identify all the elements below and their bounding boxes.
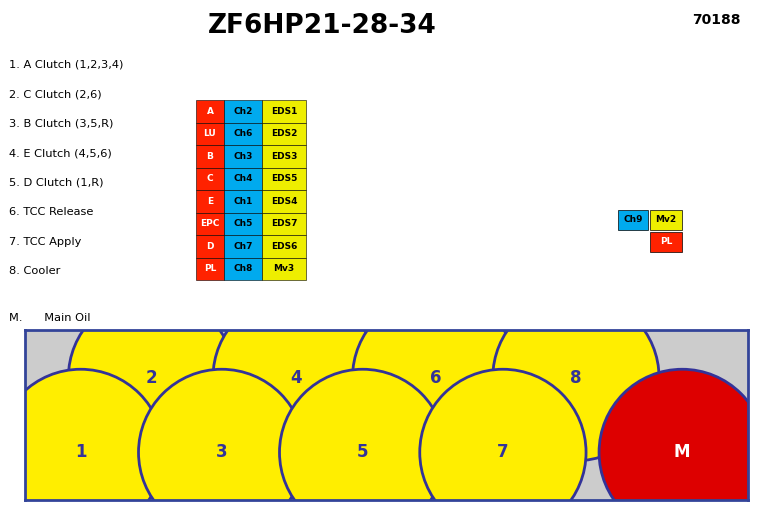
Text: EDS3: EDS3 [271, 152, 297, 161]
Text: PL: PL [204, 264, 216, 274]
Bar [196, 122, 224, 145]
Text: 6: 6 [430, 369, 442, 386]
Text: EDS7: EDS7 [271, 219, 297, 228]
Bar [196, 235, 224, 257]
Ellipse shape [68, 294, 235, 461]
Text: 7. TCC Apply: 7. TCC Apply [9, 237, 81, 247]
Bar [262, 167, 306, 190]
Bar [224, 145, 262, 167]
Bar [196, 167, 224, 190]
Bar [224, 235, 262, 257]
Text: D: D [207, 242, 214, 251]
Text: EDS4: EDS4 [271, 197, 297, 206]
Text: Mv3: Mv3 [273, 264, 295, 274]
Bar [262, 190, 306, 212]
Text: 2: 2 [146, 369, 157, 386]
Text: 70188: 70188 [693, 13, 741, 27]
Bar [224, 257, 262, 280]
Ellipse shape [280, 369, 445, 518]
Bar [224, 212, 262, 235]
Ellipse shape [138, 369, 305, 518]
Bar [650, 210, 682, 230]
Text: Ch4: Ch4 [233, 174, 253, 183]
Text: E: E [207, 197, 213, 206]
Text: Ch8: Ch8 [233, 264, 253, 274]
Text: 6. TCC Release: 6. TCC Release [9, 207, 94, 217]
Text: 5: 5 [357, 443, 369, 462]
Text: Ch2: Ch2 [233, 107, 253, 116]
Ellipse shape [493, 294, 659, 461]
Bar [224, 190, 262, 212]
Text: A: A [207, 107, 214, 116]
Bar [618, 210, 648, 230]
Text: 8. Cooler: 8. Cooler [9, 266, 61, 276]
Text: 8: 8 [570, 369, 581, 386]
Text: 1. A Clutch (1,2,3,4): 1. A Clutch (1,2,3,4) [9, 60, 124, 69]
Text: EPC: EPC [200, 219, 220, 228]
Bar [196, 212, 224, 235]
Bar [196, 257, 224, 280]
Text: 2. C Clutch (2,6): 2. C Clutch (2,6) [9, 89, 102, 99]
Text: Ch6: Ch6 [233, 130, 253, 138]
Text: 4: 4 [290, 369, 302, 386]
Bar [196, 190, 224, 212]
Text: PL: PL [660, 237, 672, 247]
Bar [224, 122, 262, 145]
Text: 3. B Clutch (3,5,R): 3. B Clutch (3,5,R) [9, 119, 114, 128]
Ellipse shape [0, 369, 164, 518]
Text: ZF6HP21-28-34: ZF6HP21-28-34 [208, 13, 437, 39]
Text: 7: 7 [497, 443, 508, 462]
Text: 4. E Clutch (4,5,6): 4. E Clutch (4,5,6) [9, 148, 112, 158]
Bar [196, 145, 224, 167]
Bar [224, 100, 262, 122]
Bar [262, 212, 306, 235]
Text: 3: 3 [216, 443, 227, 462]
Text: M.      Main Oil: M. Main Oil [9, 313, 91, 324]
Bar [262, 257, 306, 280]
Text: B: B [207, 152, 214, 161]
Ellipse shape [599, 369, 766, 518]
Bar [196, 100, 224, 122]
Text: Ch9: Ch9 [624, 215, 643, 224]
Text: M: M [674, 443, 690, 462]
Bar [262, 122, 306, 145]
Bar [262, 235, 306, 257]
Text: Ch5: Ch5 [233, 219, 253, 228]
Text: Ch7: Ch7 [233, 242, 253, 251]
Bar [262, 145, 306, 167]
Text: LU: LU [204, 130, 217, 138]
Text: 1: 1 [75, 443, 87, 462]
Bar [650, 232, 682, 252]
Text: Ch1: Ch1 [233, 197, 253, 206]
Text: Ch3: Ch3 [233, 152, 253, 161]
Text: 5. D Clutch (1,R): 5. D Clutch (1,R) [9, 178, 104, 188]
Bar [224, 167, 262, 190]
Ellipse shape [420, 369, 586, 518]
Text: C: C [207, 174, 214, 183]
Text: Mv2: Mv2 [655, 215, 677, 224]
Text: EDS6: EDS6 [271, 242, 297, 251]
Text: EDS2: EDS2 [271, 130, 297, 138]
Ellipse shape [353, 294, 519, 461]
Ellipse shape [213, 294, 379, 461]
Text: EDS1: EDS1 [271, 107, 297, 116]
Bar [262, 100, 306, 122]
Text: EDS5: EDS5 [271, 174, 297, 183]
